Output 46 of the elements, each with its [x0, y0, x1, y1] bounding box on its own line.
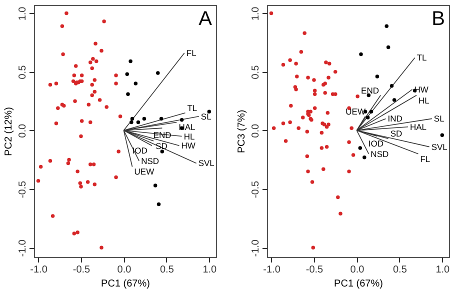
x-tick-label: 0.5 [160, 264, 174, 276]
annotation: B [432, 8, 445, 30]
series-label: UEW [134, 166, 154, 177]
y-tick-label: 0.5 [18, 64, 28, 80]
x-tick-label: 0.0 [350, 264, 365, 276]
series-label: TL [187, 102, 198, 113]
series-label: NSD [141, 156, 160, 166]
x-tick-label: 0.0 [117, 264, 132, 276]
series-label: SL [434, 114, 445, 124]
annotation: A [198, 8, 213, 30]
x-axis-title: PC1 (67%) [101, 278, 150, 290]
y-tick-label: 0.5 [250, 64, 262, 80]
y-tick-label: -0.5 [250, 180, 262, 198]
series-label: SD [390, 128, 402, 139]
series-label: HL [418, 95, 430, 106]
x-tick-label: -0.5 [306, 264, 324, 276]
series-label: TL [416, 52, 428, 63]
series-label: SL [200, 111, 212, 122]
series-label: HL [184, 131, 195, 142]
y-tick-label: 0.0 [250, 124, 262, 138]
x-tick-label: -0.5 [72, 264, 91, 276]
series-label: IND [388, 114, 402, 124]
y-tick-label: 0.0 [18, 124, 28, 138]
y-tick-label: 1.0 [250, 6, 262, 21]
x-tick-label: -1.0 [30, 264, 48, 276]
y-tick-label: -1.0 [18, 239, 28, 257]
series-label: IOD [368, 138, 384, 148]
series-label: SVL [431, 142, 448, 152]
series-label: HAL [410, 122, 427, 132]
x-tick-label: 1.0 [202, 264, 218, 276]
series-label: FL [420, 154, 430, 164]
series-label: SVL [198, 158, 215, 168]
y-tick-label: -1.0 [250, 239, 262, 257]
y-tick-label: -0.5 [18, 180, 28, 198]
series-label: END [361, 85, 379, 96]
series-label: HW [181, 140, 196, 151]
x-tick-label: 1.0 [436, 264, 450, 276]
y-tick-label: 1.0 [18, 6, 28, 21]
x-tick-label: -1.0 [263, 264, 281, 276]
series-label: NSD [370, 148, 389, 159]
series-label: HAL [178, 122, 196, 132]
x-axis-title: PC1 (67%) [334, 278, 383, 290]
y-axis-title: PC3 (7%) [236, 110, 248, 154]
x-tick-label: 0.5 [392, 264, 408, 276]
series-label: FL [186, 48, 197, 58]
y-axis-title: PC2 (12%) [4, 107, 14, 156]
